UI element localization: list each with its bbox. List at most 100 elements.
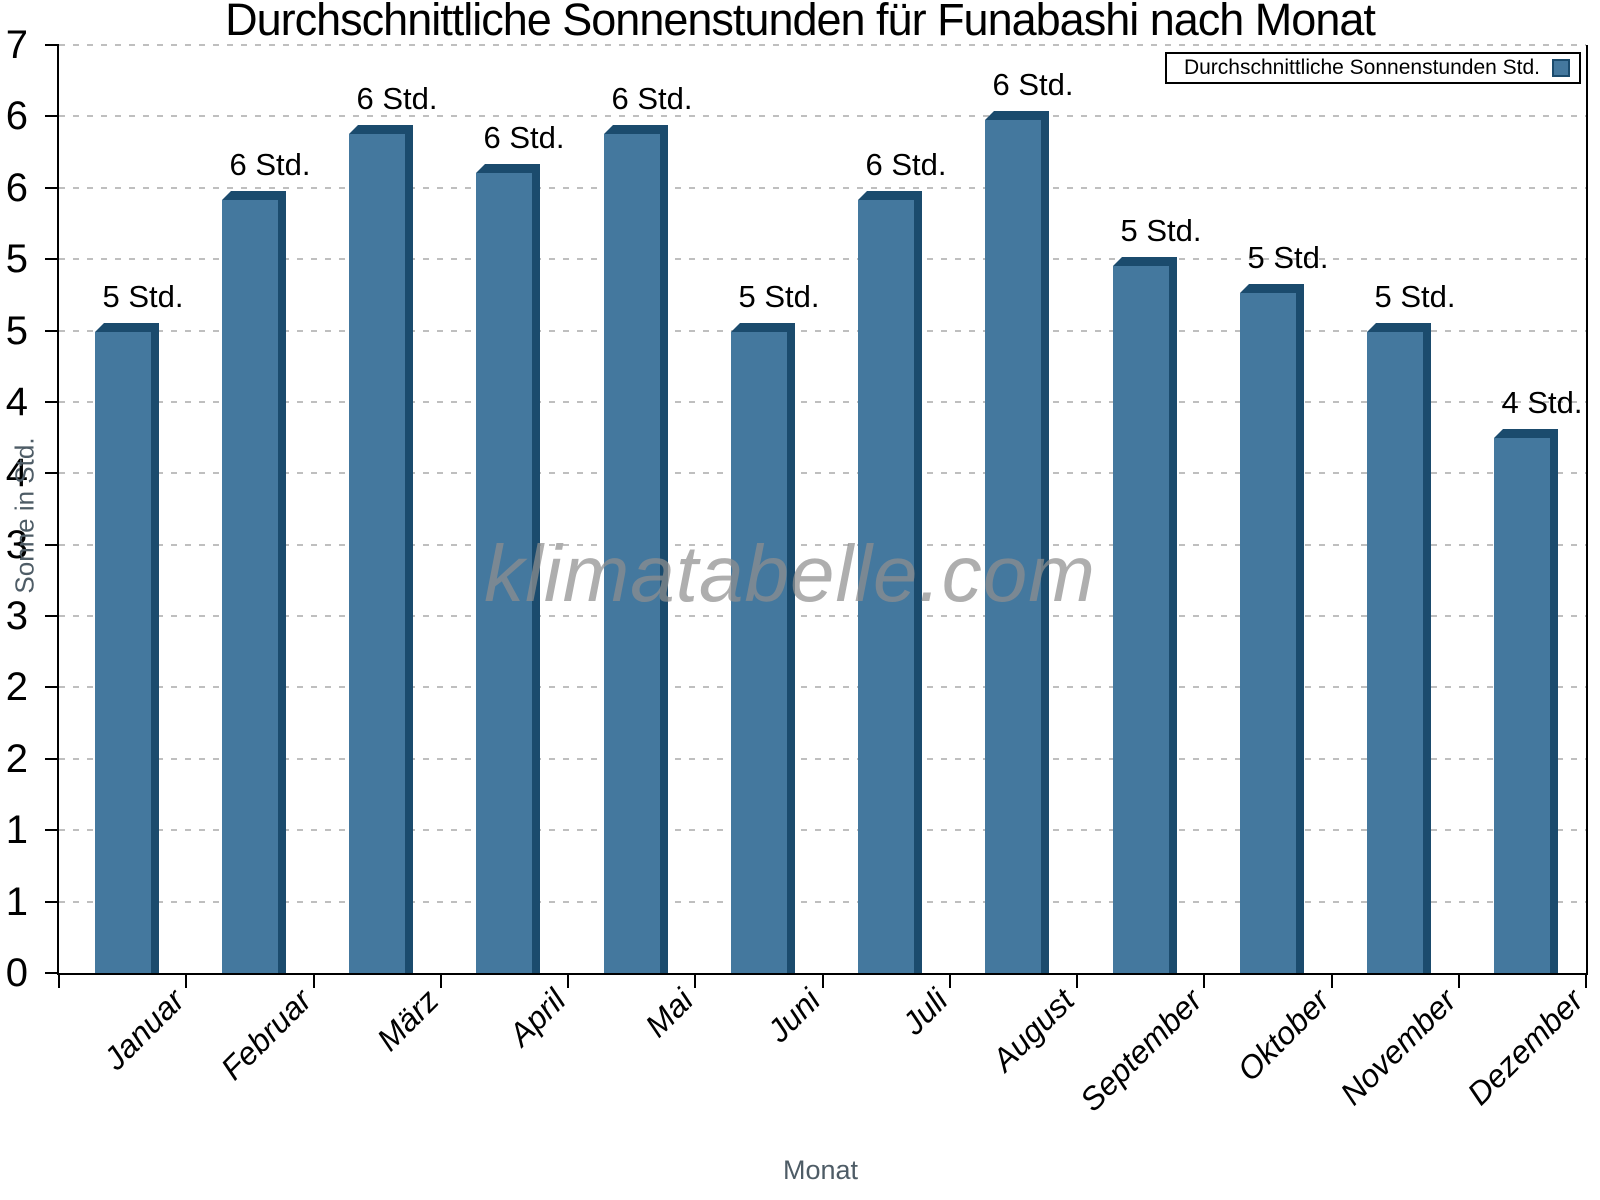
y-axis-tick-label: 6 (5, 94, 28, 138)
x-axis-label-juli: Juli (895, 982, 955, 1042)
bar-value-label: 5 Std. (738, 279, 820, 314)
x-axis-tick (58, 973, 60, 988)
bar-august (985, 111, 1049, 973)
y-axis-tick-label: 4 (5, 380, 28, 424)
bar-top-bevel (1113, 257, 1177, 266)
y-axis-tick (45, 187, 59, 189)
bar-side-shade (1423, 332, 1431, 973)
x-axis-tick (185, 973, 187, 988)
bar-side-shade (787, 332, 795, 973)
x-axis-label-oktober: Oktober (1230, 982, 1337, 1088)
bar-top-bevel (95, 323, 159, 332)
bar-april (476, 164, 540, 973)
bar-side-shade (1169, 266, 1177, 973)
y-axis-tick-label: 7 (5, 23, 28, 67)
bar-top-bevel (476, 164, 540, 173)
y-axis-tick-label: 3 (5, 594, 28, 638)
bar-front-face (222, 200, 278, 973)
x-axis-label-januar: Januar (96, 982, 192, 1077)
bar-front-face (858, 200, 914, 973)
bar-mai (604, 125, 668, 973)
x-axis-tick (1203, 973, 1205, 988)
x-axis-label-april: April (501, 982, 573, 1053)
bar-value-label: 5 Std. (1247, 240, 1329, 275)
bar-top-bevel (858, 191, 922, 200)
bar-top-bevel (1494, 429, 1558, 438)
bar-dezember (1494, 429, 1558, 973)
bar-januar (95, 323, 159, 973)
bar-top-bevel (1367, 323, 1431, 332)
bar-side-shade (1550, 438, 1558, 973)
bar-value-label: 6 Std. (611, 81, 693, 116)
y-axis-tick (45, 901, 59, 903)
bar-front-face (95, 332, 151, 973)
bar-top-bevel (985, 111, 1049, 120)
bar-front-face (1494, 438, 1550, 973)
x-axis-label-februar: Februar (213, 982, 319, 1087)
bar-value-label: 6 Std. (992, 67, 1074, 102)
x-axis-label-mai: Mai (638, 982, 701, 1044)
legend-color-swatch-icon (1552, 59, 1570, 77)
y-axis-tick (45, 258, 59, 260)
x-axis-label-märz: März (369, 982, 446, 1058)
y-axis-tick-label: 1 (5, 808, 28, 852)
y-axis-tick (45, 472, 59, 474)
y-gridline (59, 544, 1586, 546)
y-gridline (59, 258, 1586, 260)
y-gridline (59, 901, 1586, 903)
bar-value-label: 6 Std. (229, 147, 311, 182)
bar-front-face (731, 332, 787, 973)
bar-value-label: 5 Std. (1120, 213, 1202, 248)
bar-top-bevel (731, 323, 795, 332)
x-axis-tick (694, 973, 696, 988)
bar-side-shade (278, 200, 286, 973)
y-axis-tick-label: 3 (5, 523, 28, 567)
bar-top-bevel (604, 125, 668, 134)
y-gridline (59, 472, 1586, 474)
y-axis-tick-label: 6 (5, 166, 28, 210)
bar-side-shade (151, 332, 159, 973)
bar-februar (222, 191, 286, 973)
x-axis-tick (1585, 973, 1587, 988)
y-gridline (59, 829, 1586, 831)
bar-side-shade (405, 134, 413, 973)
y-gridline (59, 686, 1586, 688)
y-axis-tick (45, 758, 59, 760)
y-axis-tick (45, 829, 59, 831)
bar-value-label: 4 Std. (1501, 385, 1583, 420)
y-gridline (59, 330, 1586, 332)
x-axis-label-august: August (985, 982, 1082, 1078)
x-axis-tick (440, 973, 442, 988)
x-axis-tick (822, 973, 824, 988)
legend-box: Durchschnittliche Sonnenstunden Std. (1165, 52, 1581, 84)
bar-front-face (1367, 332, 1423, 973)
y-axis-tick (45, 330, 59, 332)
x-axis-label-september: September (1073, 982, 1210, 1119)
x-axis-tick (313, 973, 315, 988)
y-axis-tick (45, 44, 59, 46)
y-gridline (59, 758, 1586, 760)
y-axis-tick-label: 5 (5, 309, 28, 353)
y-axis-tick (45, 615, 59, 617)
chart-title: Durchschnittliche Sonnenstunden für Funa… (225, 0, 1376, 45)
x-axis-tick (1331, 973, 1333, 988)
y-gridline (59, 44, 1586, 46)
bar-september (1113, 257, 1177, 973)
bar-oktober (1240, 284, 1304, 973)
bar-märz (349, 125, 413, 973)
bar-side-shade (532, 173, 540, 973)
y-axis-tick (45, 972, 59, 974)
bar-value-label: 5 Std. (1374, 279, 1456, 314)
bar-side-shade (914, 200, 922, 973)
y-axis-tick-label: 0 (5, 951, 28, 995)
y-axis-tick-label: 2 (5, 737, 28, 781)
x-axis-tick (1076, 973, 1078, 988)
bar-front-face (604, 134, 660, 973)
y-gridline (59, 615, 1586, 617)
bar-top-bevel (222, 191, 286, 200)
bar-november (1367, 323, 1431, 973)
watermark: klimatabelle.com (484, 529, 1096, 618)
x-axis-label-dezember: Dezember (1460, 982, 1591, 1112)
x-axis-label-juni: Juni (760, 982, 828, 1049)
